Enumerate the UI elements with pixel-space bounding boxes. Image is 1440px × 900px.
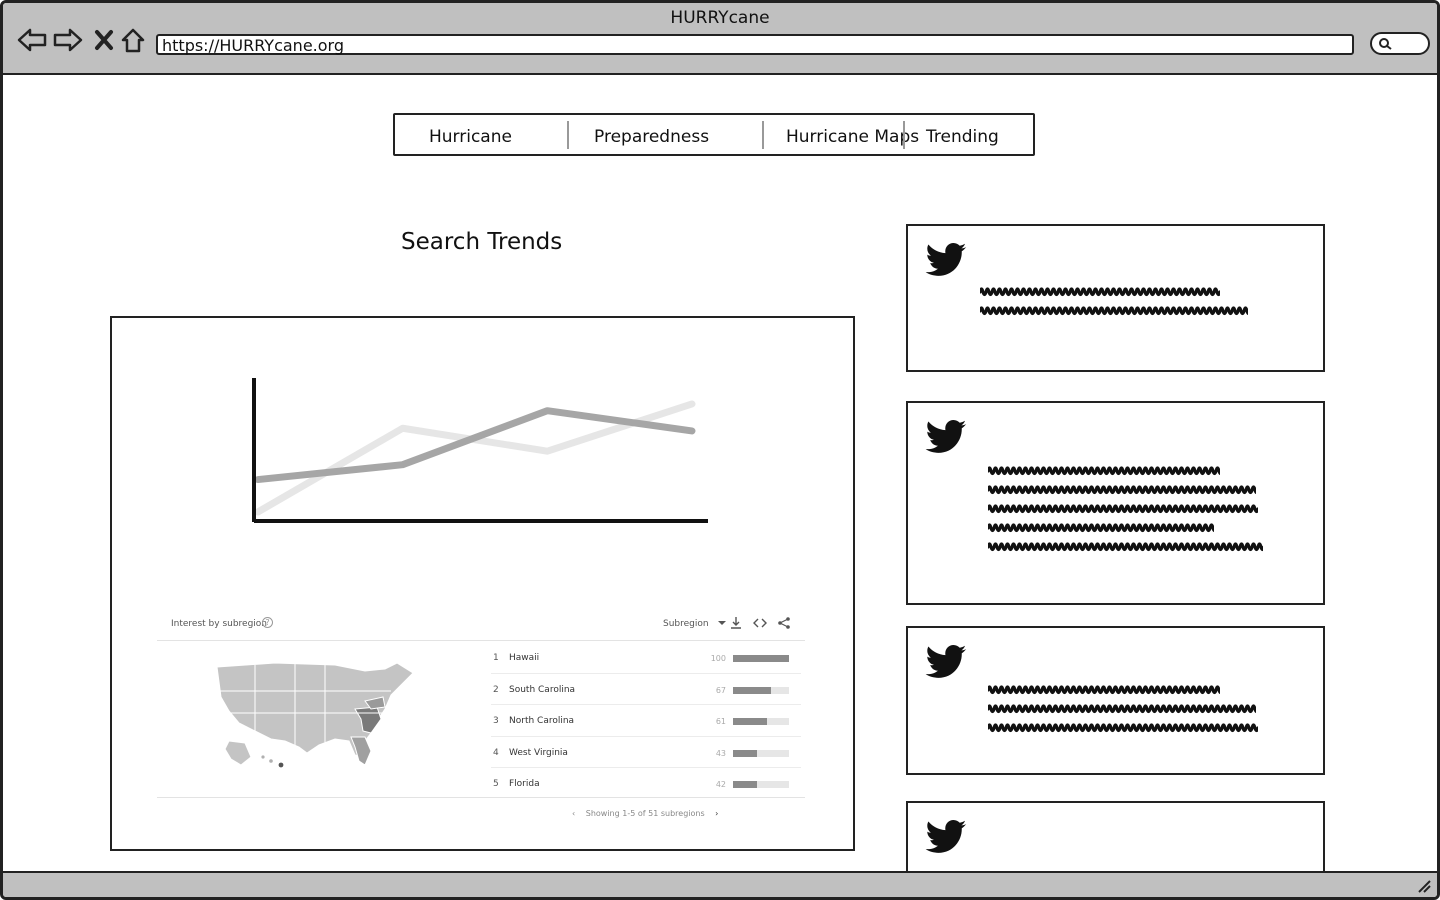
scribble-text-line [988, 704, 1256, 714]
row-value: 42 [715, 780, 726, 789]
trend-line-chart [252, 378, 708, 523]
row-region-name: Hawaii [509, 653, 540, 663]
row-bar-fill [733, 718, 768, 725]
home-button[interactable] [118, 25, 148, 55]
main-nav: Hurricane Preparedness Hurricane Maps Tr… [393, 113, 1035, 156]
twitter-bird-icon [925, 420, 967, 453]
row-bar-fill [733, 781, 757, 788]
scribble-text-line [988, 685, 1220, 695]
row-rank: 1 [493, 653, 499, 663]
pager-label: Showing 1-5 of 51 subregions [585, 809, 705, 818]
tweet-card[interactable] [906, 801, 1325, 875]
us-map-image [216, 662, 414, 768]
subregion-toolbar [729, 616, 791, 630]
row-value: 67 [715, 685, 726, 695]
tab-divider [762, 121, 764, 149]
row-bar [733, 686, 789, 694]
tweet-card[interactable] [906, 626, 1325, 775]
search-trends-card: Interest by subregion ? Subregion [110, 316, 855, 851]
browser-titlebar: HURRYcane https://HURRYcane.org [3, 3, 1437, 75]
scribble-text-line [988, 542, 1263, 552]
divider [157, 797, 805, 798]
chevron-right-icon[interactable]: › [715, 809, 719, 818]
chevron-down-icon [718, 621, 727, 625]
twitter-bird-icon [925, 645, 967, 678]
subregion-select-label: Subregion [663, 619, 709, 629]
subregion-heading: Interest by subregion [171, 619, 268, 629]
scribble-text-line [988, 504, 1258, 514]
page-title: Search Trends [401, 229, 563, 255]
chevron-left-icon[interactable]: ‹ [572, 809, 576, 818]
home-icon [121, 28, 145, 53]
row-bar [733, 781, 789, 788]
tweet-card[interactable] [906, 224, 1325, 372]
row-bar-fill [733, 655, 789, 662]
url-input[interactable]: https://HURRYcane.org [156, 34, 1354, 55]
resize-grip-icon[interactable] [1417, 879, 1431, 893]
row-bar [733, 718, 789, 725]
table-row[interactable]: 2 South Carolina 67 [491, 674, 801, 705]
row-region-name: Florida [509, 779, 540, 789]
download-icon[interactable] [729, 616, 743, 630]
row-rank: 3 [493, 716, 499, 726]
tab-trending[interactable]: Trending [926, 127, 999, 147]
back-arrow-icon [17, 28, 47, 52]
table-row[interactable]: 3 North Carolina 61 [491, 705, 801, 737]
close-icon [95, 30, 113, 50]
tab-hurricane-maps[interactable]: Hurricane Maps [786, 127, 920, 147]
row-rank: 4 [493, 747, 499, 758]
tab-preparedness[interactable]: Preparedness [594, 127, 710, 147]
help-icon[interactable]: ? [262, 617, 273, 628]
tweet-text-placeholder [980, 286, 1270, 324]
tweet-text-placeholder [988, 684, 1278, 741]
row-value: 43 [715, 748, 726, 758]
browser-statusbar [3, 871, 1437, 897]
forward-button[interactable] [53, 25, 83, 55]
twitter-bird-icon [925, 820, 967, 853]
window-title: HURRYcane [670, 8, 770, 28]
scribble-text-line [980, 287, 1220, 297]
scribble-text-line [988, 485, 1256, 495]
subregion-select[interactable]: Subregion [663, 619, 727, 629]
search-icon [1379, 38, 1392, 50]
row-value: 61 [715, 717, 726, 726]
tweet-text-placeholder [988, 465, 1278, 560]
table-row[interactable]: 4 West Virginia 43 [491, 737, 801, 768]
subregion-list: 1 Hawaii 100 2 South Carolina 67 3 North Caroli… [491, 642, 801, 800]
back-button[interactable] [17, 25, 47, 55]
interest-by-subregion-panel: Interest by subregion ? Subregion [157, 606, 807, 821]
twitter-bird-icon [925, 243, 967, 276]
tab-divider [903, 121, 905, 149]
row-region-name: North Carolina [509, 716, 575, 726]
row-bar [733, 655, 789, 662]
scribble-text-line [988, 523, 1214, 533]
forward-arrow-icon [53, 28, 83, 52]
stop-button[interactable] [89, 25, 119, 55]
chart-series-line-2 [254, 407, 696, 484]
scribble-text-line [980, 306, 1248, 316]
row-region-name: South Carolina [509, 684, 576, 695]
scribble-text-line [988, 723, 1258, 733]
row-bar [733, 749, 789, 757]
row-bar-fill [733, 686, 771, 694]
row-region-name: West Virginia [509, 747, 568, 758]
table-row[interactable]: 5 Florida 42 [491, 768, 801, 800]
row-bar-fill [733, 749, 758, 757]
scribble-text-line [988, 466, 1220, 476]
row-value: 100 [710, 654, 726, 663]
subregion-pager: ‹ Showing 1-5 of 51 subregions › [572, 809, 718, 818]
share-icon[interactable] [777, 616, 791, 630]
row-rank: 2 [493, 684, 499, 695]
tab-hurricane[interactable]: Hurricane [429, 127, 512, 147]
row-rank: 5 [493, 779, 499, 789]
tweet-card[interactable] [906, 401, 1325, 605]
table-row[interactable]: 1 Hawaii 100 [491, 642, 801, 674]
embed-code-icon[interactable] [753, 616, 767, 630]
browser-search-button[interactable] [1370, 32, 1430, 55]
divider [157, 640, 805, 641]
tab-divider [567, 121, 569, 149]
